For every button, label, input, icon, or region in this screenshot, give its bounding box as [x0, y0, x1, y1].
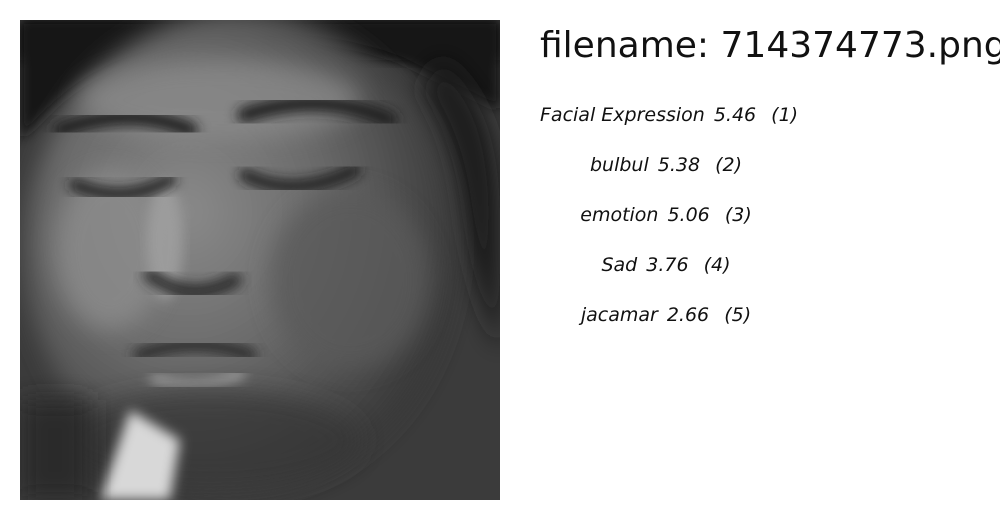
prediction-score: 5.38	[657, 154, 701, 176]
face-image-graphic	[20, 20, 500, 500]
prediction-label: emotion	[580, 204, 659, 226]
prediction-label: Facial Expression	[540, 104, 705, 126]
prediction-item: jacamar 2.66 (5)	[540, 302, 792, 352]
prediction-score: 3.76	[646, 254, 689, 276]
prediction-score: 5.46	[713, 104, 757, 126]
prediction-score: 5.06	[667, 204, 710, 226]
prediction-rank: (5)	[724, 304, 752, 326]
prediction-item: emotion 5.06 (3)	[540, 202, 792, 252]
filename-heading: filename: 714374773.png	[540, 24, 1000, 68]
prediction-label: Sad	[601, 254, 638, 276]
face-image	[20, 20, 500, 500]
filename-prefix: filename:	[540, 25, 710, 66]
prediction-score: 2.66	[666, 304, 710, 326]
prediction-label: bulbul	[589, 154, 649, 176]
prediction-item: Facial Expression 5.46 (1)	[540, 102, 798, 152]
prediction-rank: (4)	[703, 254, 731, 276]
prediction-item: Sad 3.76 (4)	[540, 252, 792, 302]
prediction-list: Facial Expression 5.46 (1) bulbul 5.38 (2)…	[540, 102, 798, 352]
prediction-rank: (1)	[771, 104, 799, 126]
prediction-rank: (2)	[715, 154, 743, 176]
prediction-rank: (3)	[724, 204, 752, 226]
filename-value: 714374773.png	[720, 25, 1000, 66]
prediction-label: jacamar	[580, 304, 658, 326]
prediction-item: bulbul 5.38 (2)	[540, 152, 792, 202]
info-panel: filename: 714374773.png Facial Expressio…	[540, 20, 1000, 500]
